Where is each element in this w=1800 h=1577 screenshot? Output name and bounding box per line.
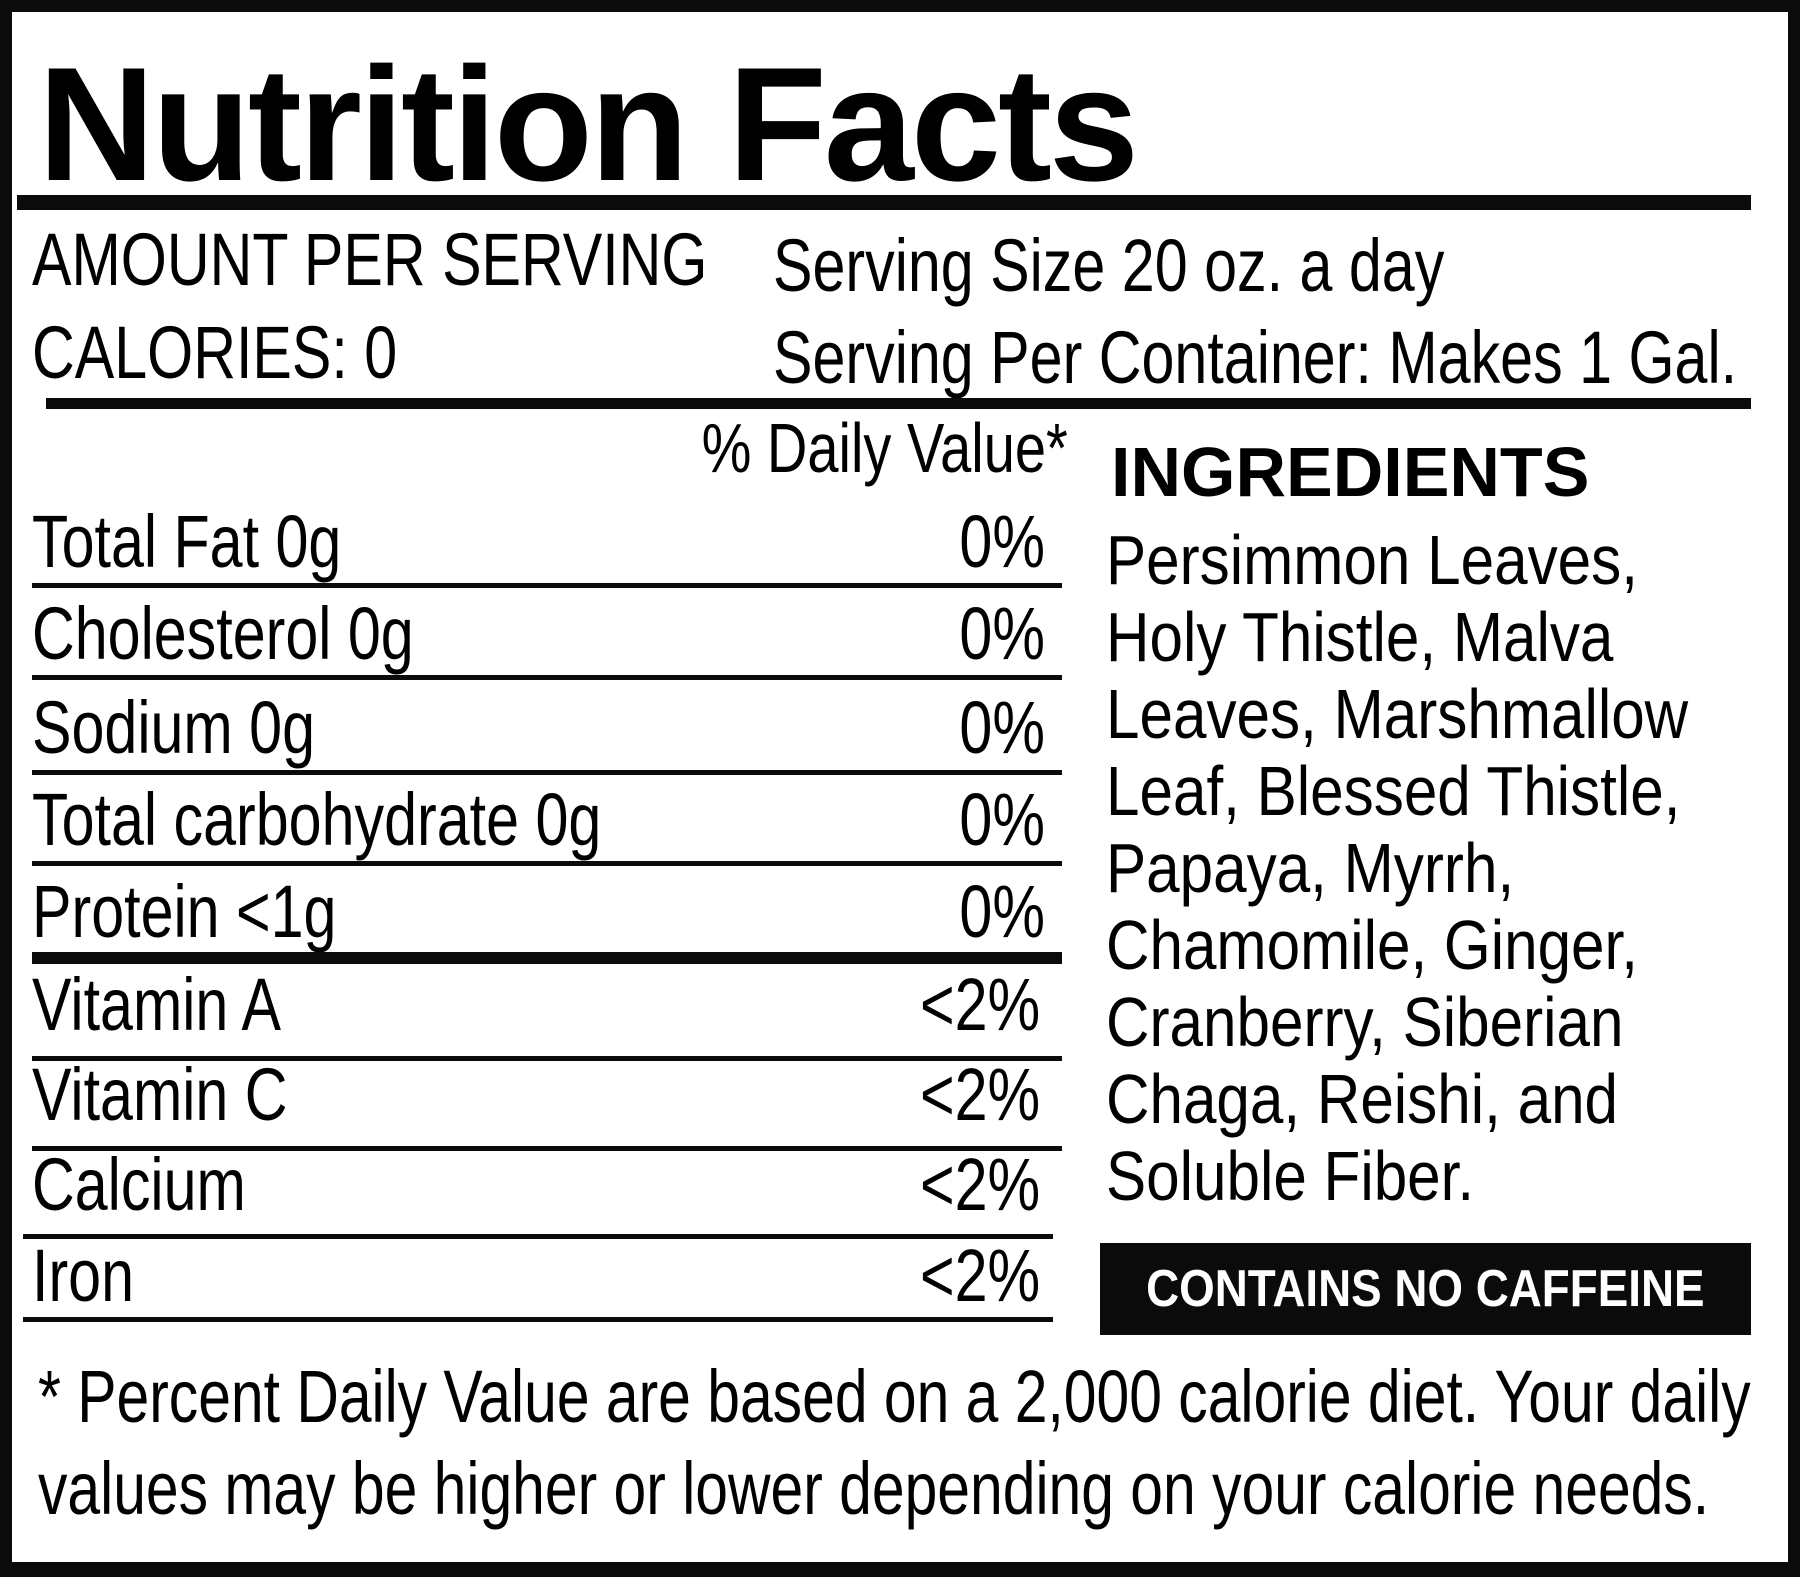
nutrient-divider [32,583,1062,588]
nutrient-daily-value: <2% [919,1053,1040,1136]
footnote-line-2: values may be higher or lower depending … [38,1447,1710,1530]
ingredients-line: Leaves, Marshmallow [1106,675,1689,753]
page-title: Nutrition Facts [38,34,1139,215]
ingredients-line: Holy Thistle, Malva [1106,598,1614,676]
nutrient-label: Cholesterol 0g [32,592,414,675]
nutrient-divider [32,1056,1062,1061]
nutrient-daily-value: 0% [959,778,1045,861]
calories: CALORIES: 0 [32,311,398,394]
nutrient-label: Calcium [32,1143,246,1226]
ingredients-line: Persimmon Leaves, [1106,521,1638,599]
nutrient-daily-value: 0% [959,500,1045,583]
nutrient-label: Total carbohydrate 0g [32,778,602,861]
nutrient-daily-value: <2% [919,963,1040,1046]
nutrient-divider [23,1317,1053,1322]
nutrient-daily-value: 0% [959,592,1045,675]
nutrient-label: Iron [32,1234,135,1317]
footnote-line-1: * Percent Daily Value are based on a 2,0… [38,1355,1751,1438]
nutrient-daily-value: 0% [959,686,1045,769]
nutrient-label: Total Fat 0g [32,500,342,583]
nutrient-divider [32,770,1062,775]
nutrient-label: Vitamin C [32,1053,288,1136]
ingredients-line: Chamomile, Ginger, [1106,906,1638,984]
nutrient-label: Sodium 0g [32,686,316,769]
nutrient-divider [32,861,1062,866]
nutrient-label: Protein <1g [32,870,337,953]
nutrient-divider [32,952,1062,964]
serving-size: Serving Size 20 oz. a day [773,224,1445,307]
ingredients-line: Soluble Fiber. [1106,1137,1475,1215]
nutrient-daily-value: <2% [919,1143,1040,1226]
ingredients-title: INGREDIENTS [1111,433,1590,511]
nutrient-label: Vitamin A [32,963,281,1046]
daily-value-header: % Daily Value* [701,409,1068,487]
nutrient-daily-value: 0% [959,870,1045,953]
ingredients-line: Papaya, Myrrh, [1106,829,1515,907]
nutrient-divider [32,675,1062,680]
ingredients-line: Chaga, Reishi, and [1106,1060,1619,1138]
ingredients-line: Cranberry, Siberian [1106,983,1624,1061]
amount-per-serving: AMOUNT PER SERVING [32,218,708,301]
nutrient-divider [23,1234,1053,1239]
header-divider [46,398,1751,409]
nutrient-divider [32,1146,1062,1151]
title-divider [17,195,1751,210]
no-caffeine-badge: CONTAINS NO CAFFEINE [1100,1243,1751,1335]
ingredients-line: Leaf, Blessed Thistle, [1106,752,1681,830]
nutrient-daily-value: <2% [919,1234,1040,1317]
ingredients-list: Persimmon Leaves, Holy Thistle, Malva Le… [1106,522,1746,1215]
servings-per-container: Serving Per Container: Makes 1 Gal. [773,316,1738,399]
